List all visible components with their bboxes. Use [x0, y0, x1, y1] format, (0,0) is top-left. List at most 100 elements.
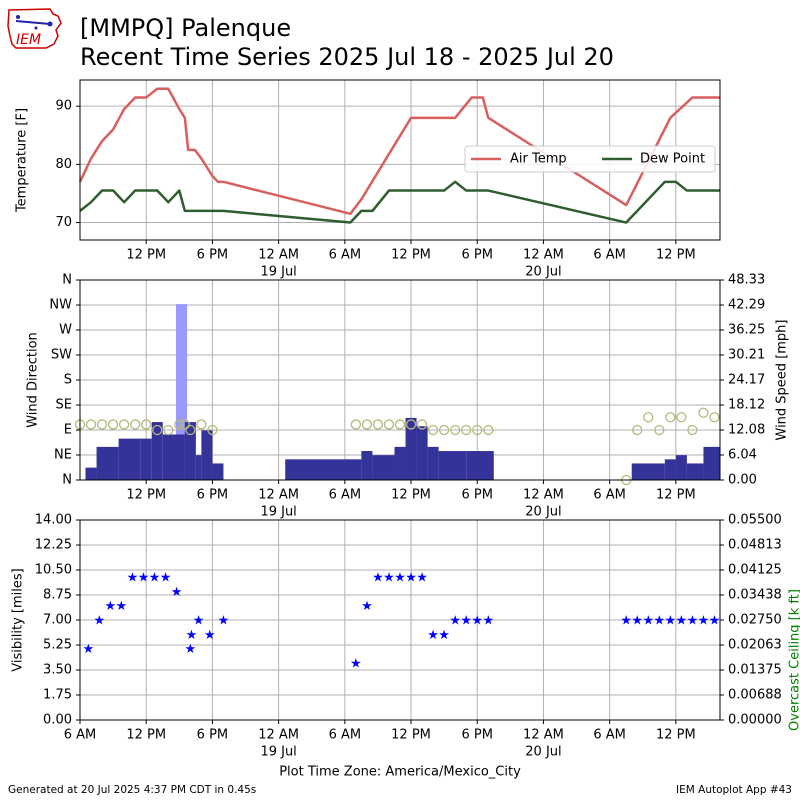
- wind-dir-tick-label: W: [59, 323, 72, 338]
- wind-direction-point: [687, 424, 698, 436]
- visibility-point: ★: [372, 571, 384, 586]
- wind-speed-bar: [195, 455, 202, 480]
- visibility-point: ★: [138, 571, 150, 586]
- visibility-point: ★: [416, 571, 428, 586]
- wind-direction-point: [483, 424, 494, 436]
- visibility-point: ★: [642, 614, 654, 629]
- wind-direction-point: [163, 424, 174, 436]
- visibility-point: ★: [361, 599, 373, 614]
- visibility-panel-frame: [79, 519, 721, 721]
- wind-speed-bar: [664, 459, 676, 480]
- x-tick-label: 6 AM: [593, 248, 626, 263]
- visibility-point: ★: [653, 614, 665, 629]
- visibility-point: ★: [105, 599, 117, 614]
- x-tick-label: 6 PM: [462, 488, 493, 503]
- wind-speed-tick-label: 18.12: [728, 398, 765, 413]
- x-tick-label: 6 AM: [593, 728, 626, 743]
- visibility-tick-label: 5.25: [43, 638, 72, 653]
- title-range: Recent Time Series 2025 Jul 18 - 2025 Ju…: [80, 43, 614, 71]
- x-axis-timezone-label: Plot Time Zone: America/Mexico_City: [279, 765, 521, 780]
- ceiling-tick-label: 0.02750: [728, 613, 782, 628]
- wind-speed-bar: [162, 434, 185, 480]
- x-tick-date-label: 20 Jul: [525, 505, 561, 520]
- temperature-y-axis-label: Temperature [F]: [15, 108, 30, 213]
- ceiling-tick-label: 0.05500: [728, 513, 782, 528]
- visibility-point: ★: [127, 571, 139, 586]
- wind-direction-point: [676, 412, 687, 423]
- wind-direction-point: [416, 419, 428, 430]
- visibility-point: ★: [471, 614, 483, 629]
- visibility-tick-label: 8.75: [43, 588, 72, 603]
- ceiling-tick-label: 0.04813: [728, 538, 782, 553]
- y-tick-label: 80: [55, 157, 72, 172]
- ceiling-tick-label: 0.01375: [728, 663, 782, 678]
- wind-direction-point: [174, 419, 185, 430]
- wind-speed-tick-label: 48.33: [728, 273, 765, 288]
- x-tick-label: 12 AM: [523, 488, 564, 503]
- wind-direction-point: [96, 419, 108, 430]
- wind-speed-bar: [394, 446, 406, 480]
- wind-direction-point: [472, 424, 483, 436]
- visibility-point: ★: [460, 614, 472, 629]
- iem-logo-dot: [16, 15, 20, 19]
- visibility-point: ★: [449, 614, 461, 629]
- x-tick-label: 12 PM: [126, 248, 166, 263]
- visibility-point: ★: [171, 585, 183, 600]
- wind-speed-tick-label: 30.21: [728, 348, 765, 363]
- visibility-tick-label: 0.00: [43, 713, 72, 728]
- wind-direction-point: [118, 419, 130, 430]
- wind-speed-bar: [466, 451, 494, 480]
- temperature-panel-frame: [79, 79, 721, 241]
- wind-speed-bar: [201, 430, 213, 480]
- wind-speed-bar: [212, 463, 224, 480]
- wind-speed-bar: [372, 455, 395, 480]
- wind-speed-bar: [416, 426, 428, 480]
- wind-speed-tick-label: 12.08: [728, 423, 765, 438]
- wind-dir-tick-label: NW: [49, 298, 72, 313]
- visibility-point: ★: [93, 614, 105, 629]
- wind-speed-bar: [405, 417, 417, 480]
- ceiling-tick-label: 0.02063: [728, 638, 782, 653]
- visibility-point: ★: [405, 571, 417, 586]
- visibility-point: ★: [427, 628, 439, 643]
- wind-direction-point: [643, 412, 654, 423]
- wind-direction-point: [427, 424, 439, 436]
- wind-speed-bar: [631, 463, 665, 480]
- iem-logo-line: [15, 20, 51, 25]
- x-tick-label: 6 AM: [593, 488, 626, 503]
- x-tick-label: 12 PM: [126, 488, 166, 503]
- wind-direction-point: [361, 419, 373, 430]
- wind-speed-bar: [438, 451, 467, 480]
- iem-logo-dot: [47, 21, 53, 27]
- wind-direction-point: [196, 419, 207, 430]
- x-tick-label: 12 PM: [656, 488, 696, 503]
- wind-direction-point: [698, 407, 709, 418]
- x-tick-label: 12 PM: [391, 488, 431, 503]
- visibility-point: ★: [709, 614, 721, 629]
- title-station: [MMPQ] Palenque: [80, 14, 292, 42]
- visibility-point: ★: [631, 614, 643, 629]
- wind-speed-tick-label: 0.00: [728, 473, 757, 488]
- x-tick-label: 12 AM: [523, 248, 564, 263]
- wind-direction-point: [665, 412, 676, 423]
- wind-speed-bar: [151, 422, 163, 480]
- x-tick-label: 12 PM: [391, 248, 431, 263]
- wind-direction-axis-label: Wind Direction: [26, 332, 41, 428]
- wind-speed-bar: [703, 446, 720, 480]
- x-tick-label: 6 PM: [197, 728, 228, 743]
- wind-direction-point: [438, 424, 450, 436]
- ceiling-tick-label: 0.00688: [728, 688, 782, 703]
- wind-direction-point: [179, 419, 190, 430]
- wind-direction-point: [450, 424, 461, 436]
- wind-direction-point: [372, 419, 384, 430]
- page-title: [MMPQ] Palenque Recent Time Series 2025 …: [80, 14, 614, 72]
- visibility-point: ★: [620, 614, 632, 629]
- visibility-point: ★: [394, 571, 406, 586]
- x-tick-label: 12 PM: [391, 728, 431, 743]
- x-tick-label: 12 AM: [258, 728, 299, 743]
- visibility-point: ★: [687, 614, 699, 629]
- wind-dir-tick-label: N: [62, 473, 72, 488]
- wind-speed-tick-label: 6.04: [728, 448, 757, 463]
- wind-direction-point: [152, 424, 163, 436]
